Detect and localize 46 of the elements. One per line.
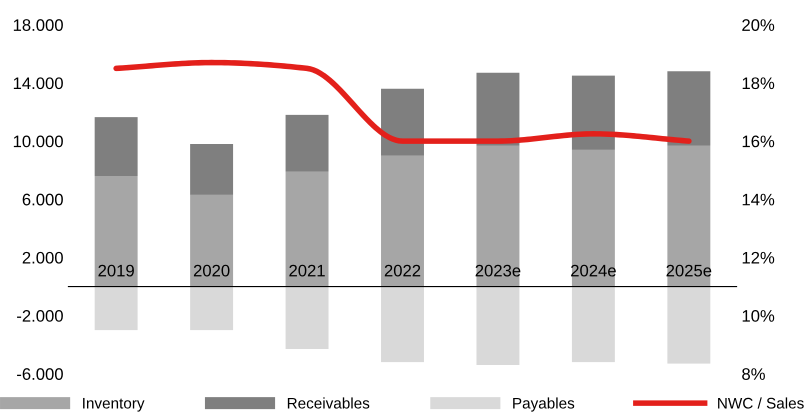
bar xyxy=(381,156,424,287)
bar xyxy=(476,145,520,287)
y2-tick-label: 16% xyxy=(742,136,774,148)
bar xyxy=(667,145,710,287)
x-tick-label: 2024e xyxy=(571,264,616,277)
bar xyxy=(286,286,329,350)
y2-tick-label: 20% xyxy=(742,19,774,31)
bar xyxy=(94,117,138,176)
y2-tick-label: 8% xyxy=(742,368,765,380)
x-tick-label: 2025e xyxy=(666,264,712,277)
y-tick-label: 10.000 xyxy=(14,136,63,148)
y-tick-label: 2.000 xyxy=(22,252,63,264)
x-tick-label: 2022 xyxy=(384,264,420,277)
y-tick-label: -6.000 xyxy=(17,368,63,380)
bar xyxy=(572,76,615,150)
bar xyxy=(381,88,424,156)
legend-label: Inventory xyxy=(83,398,145,412)
bar xyxy=(94,176,138,287)
y-tick-label: -2.000 xyxy=(17,310,63,322)
bar xyxy=(190,144,234,195)
bar xyxy=(667,71,710,146)
legend-label: Payables xyxy=(513,397,574,412)
y-tick-label: 18.000 xyxy=(14,19,63,31)
bar xyxy=(286,114,329,172)
bar xyxy=(190,194,234,287)
x-tick-label: 2021 xyxy=(289,264,325,277)
bar xyxy=(286,172,329,287)
y2-tick-label: 14% xyxy=(742,194,774,206)
bar xyxy=(94,286,138,330)
bar xyxy=(667,286,710,364)
x-tick-label: 2019 xyxy=(98,264,134,277)
y-tick-label: 14.000 xyxy=(14,77,63,90)
bar xyxy=(476,286,520,366)
y-tick-label: 6.000 xyxy=(22,194,63,206)
bar xyxy=(190,286,234,330)
legend-label: Receivables xyxy=(288,397,370,409)
y2-tick-label: 10% xyxy=(742,310,774,322)
y2-tick-label: 18% xyxy=(742,77,774,90)
bar xyxy=(572,286,615,362)
x-tick-label: 2023e xyxy=(476,264,520,277)
y2-tick-label: 12% xyxy=(742,252,774,264)
bar xyxy=(381,286,424,362)
bar xyxy=(476,72,520,146)
x-tick-label: 2020 xyxy=(194,264,230,277)
legend-label: NWC / Sales xyxy=(718,397,804,409)
bar xyxy=(572,150,615,287)
